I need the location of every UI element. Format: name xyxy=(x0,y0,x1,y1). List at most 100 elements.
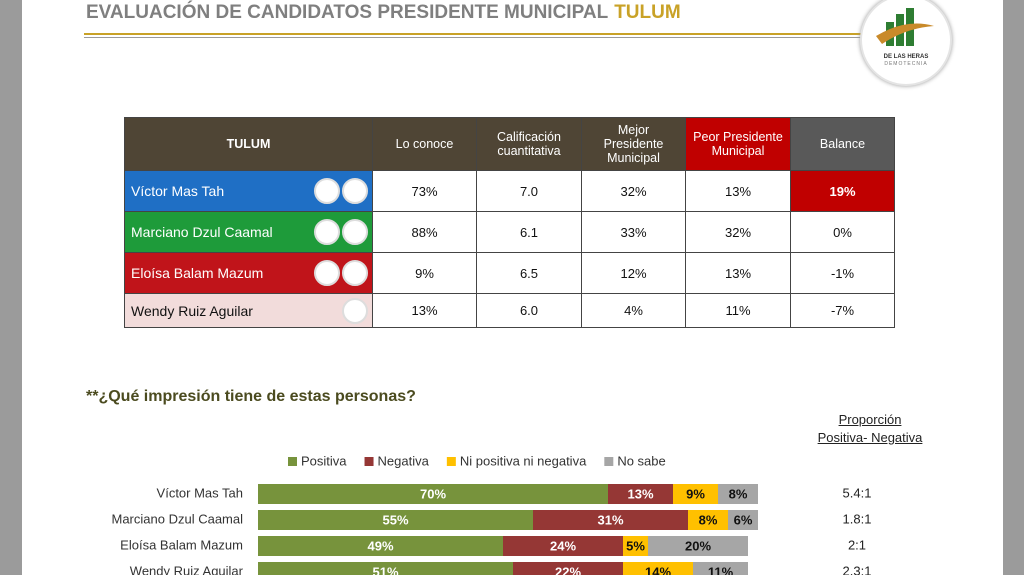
cell-text: 13% xyxy=(724,265,752,281)
column-header: TULUM xyxy=(124,117,373,171)
bar-segment xyxy=(608,484,673,504)
bar-segment xyxy=(728,510,758,530)
title: EVALUACIÓN DE CANDIDATOS PRESIDENTE MUNI… xyxy=(86,2,681,24)
cell-text: 7.0 xyxy=(519,183,539,199)
table-cell: -1% xyxy=(790,252,895,294)
bar-segment xyxy=(623,562,693,575)
candidate-name: Marciano Dzul Caamal xyxy=(124,211,373,253)
ratio: 2:1 xyxy=(848,537,866,552)
bar-segment xyxy=(673,484,718,504)
cell-text: Víctor Mas Tah xyxy=(131,183,225,199)
value-label: 14% xyxy=(645,564,671,575)
ratio: 1.8:1 xyxy=(843,511,872,526)
table-row: Eloísa Balam Mazum 9% 6.5 12% 13% -1% xyxy=(124,252,895,294)
party-logos xyxy=(314,219,368,245)
bar-segment xyxy=(258,510,533,530)
category-label: Víctor Mas Tah xyxy=(157,485,243,500)
cell-text: -1% xyxy=(830,265,855,281)
party-logo xyxy=(314,178,340,204)
table-cell: 12% xyxy=(581,252,686,294)
table-row: Marciano Dzul Caamal 88% 6.1 33% 32% 0% xyxy=(124,211,895,253)
party-logo xyxy=(342,219,368,245)
cell-text: 32% xyxy=(620,183,647,199)
table-cell: 32% xyxy=(581,170,686,212)
bar-segment xyxy=(688,510,728,530)
value-label: 70% xyxy=(420,486,446,501)
value-label: 11% xyxy=(708,564,734,575)
cell-text: 6.1 xyxy=(519,224,539,240)
legend-swatch xyxy=(604,457,614,466)
value-label: 20% xyxy=(685,538,711,553)
category-label: Wendy Ruiz Aguilar xyxy=(130,563,244,575)
legend-label: Ni positiva ni negativa xyxy=(460,453,587,468)
table-cell: 13% xyxy=(372,293,477,328)
cell-text: 12% xyxy=(620,265,647,281)
value-label: 6% xyxy=(734,512,753,527)
cell-text: 4% xyxy=(624,303,643,318)
table-cell: -7% xyxy=(790,293,895,328)
value-label: 55% xyxy=(382,512,408,527)
table-cell: 7.0 xyxy=(476,170,582,212)
category-label: Eloísa Balam Mazum xyxy=(120,537,243,552)
legend-swatch xyxy=(446,457,456,466)
candidate-name: Eloísa Balam Mazum xyxy=(124,252,373,294)
cell-text: 32% xyxy=(724,224,752,240)
logo: DE LAS HERAS DEMOTECNIA xyxy=(860,0,952,86)
table-cell: 13% xyxy=(685,252,791,294)
bar-segment xyxy=(258,562,513,575)
value-label: 51% xyxy=(372,564,398,575)
bar-segment xyxy=(258,536,503,556)
category-label: Marciano Dzul Caamal xyxy=(112,511,244,526)
cell-text: -7% xyxy=(830,303,855,318)
cell-text: 0% xyxy=(833,224,852,240)
column-header: Balance xyxy=(790,117,895,171)
bar-segment xyxy=(258,484,608,504)
header-row: TULUM Lo conoce Calificación cuantitativa M… xyxy=(124,117,895,171)
bar-segment xyxy=(648,536,748,556)
party-logo xyxy=(342,260,368,286)
value-label: 5% xyxy=(626,538,645,553)
cell-text: 13% xyxy=(411,303,438,318)
bar-segment xyxy=(693,562,748,575)
party-logo xyxy=(342,178,368,204)
question: **¿Qué impresión tiene de estas personas… xyxy=(86,388,416,405)
bar-segment xyxy=(513,562,623,575)
legend-swatch xyxy=(288,457,297,466)
cell-text: 88% xyxy=(411,224,438,240)
cell-text: 11% xyxy=(725,303,751,318)
column-header: Calificación cuantitativa xyxy=(476,117,582,171)
table-cell: 33% xyxy=(581,211,686,253)
party-logo xyxy=(342,297,368,324)
legend-label: Negativa xyxy=(378,453,430,468)
rule xyxy=(84,33,864,35)
cell-text: Wendy Ruiz Aguilar xyxy=(131,302,253,319)
column-header: Peor Presidente Municipal xyxy=(685,117,791,171)
table-cell: 19% xyxy=(790,170,895,212)
value-label: 24% xyxy=(550,538,576,553)
logo-text: DE LAS HERAS xyxy=(883,54,929,60)
table-row: Wendy Ruiz Aguilar 13% 6.0 4% 11% -7% xyxy=(124,293,895,328)
candidate-name: Wendy Ruiz Aguilar xyxy=(124,293,373,328)
bar-segment xyxy=(623,536,648,556)
ratio-header: Proporción xyxy=(838,412,902,427)
value-label: 22% xyxy=(555,564,581,575)
logo-graphic xyxy=(876,8,934,46)
party-logo xyxy=(314,260,340,286)
table-cell: 9% xyxy=(372,252,477,294)
candidate-name: Víctor Mas Tah xyxy=(124,170,373,212)
bar-segment xyxy=(503,536,623,556)
rule xyxy=(84,37,864,38)
cell-text: Marciano Dzul Caamal xyxy=(131,224,273,240)
side-bar xyxy=(1003,0,1024,575)
cell-text: 13% xyxy=(724,183,752,199)
table-cell: 88% xyxy=(372,211,477,253)
title-text: EVALUACIÓN DE CANDIDATOS PRESIDENTE MUNI… xyxy=(86,2,609,23)
table-cell: 6.0 xyxy=(476,293,582,328)
table-cell: 11% xyxy=(685,293,791,328)
value-label: 31% xyxy=(597,512,623,527)
value-label: 8% xyxy=(729,486,748,501)
value-label: 8% xyxy=(699,512,718,527)
value-label: 13% xyxy=(627,486,653,501)
